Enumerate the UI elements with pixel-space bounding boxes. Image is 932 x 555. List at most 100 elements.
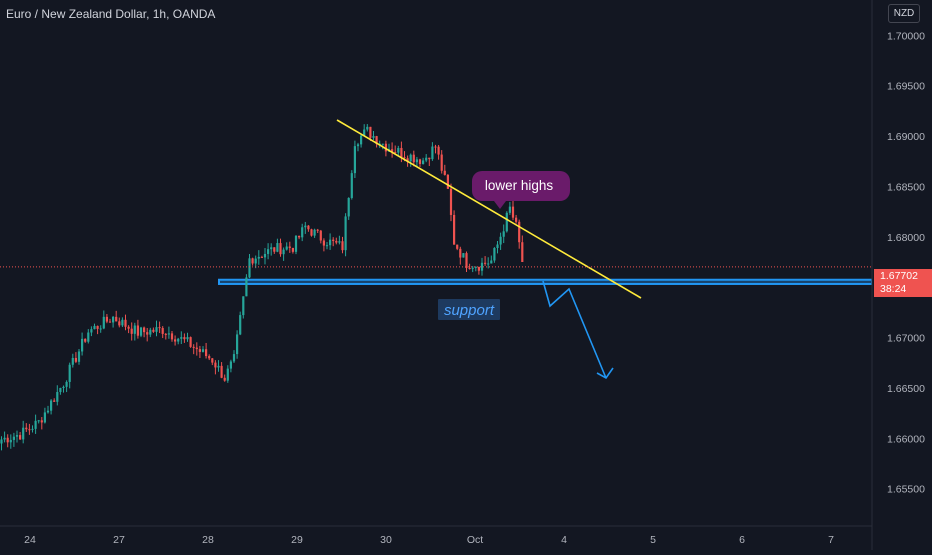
candle-body xyxy=(316,229,319,231)
candle-body xyxy=(329,239,332,246)
candle-body xyxy=(164,333,167,335)
candle-body xyxy=(440,154,443,171)
candle-body xyxy=(341,241,344,251)
candle-body xyxy=(6,437,9,443)
candle-body xyxy=(384,143,387,152)
last-price-value: 1.67702 xyxy=(880,270,918,282)
candle-body xyxy=(474,266,477,268)
candle-body xyxy=(480,262,484,271)
candle-body xyxy=(242,296,245,316)
candle-body xyxy=(124,319,127,327)
candle-body xyxy=(453,214,456,245)
x-tick-label: 30 xyxy=(380,534,392,546)
candle-body xyxy=(462,253,465,258)
candle-body xyxy=(226,368,229,381)
candle-body xyxy=(170,333,174,340)
candle-body xyxy=(133,325,136,334)
x-tick-label: 4 xyxy=(561,534,567,546)
candle-body xyxy=(236,334,239,355)
x-tick-label: 7 xyxy=(828,534,834,546)
candle-body xyxy=(214,362,217,368)
candle-body xyxy=(53,400,56,402)
candle-body xyxy=(152,329,155,332)
candle-body xyxy=(406,158,409,162)
candle-body xyxy=(515,217,518,222)
candle-body xyxy=(208,356,211,359)
y-tick-label: 1.67000 xyxy=(887,333,925,345)
candle-body xyxy=(15,435,19,437)
candle-body xyxy=(360,135,363,145)
x-tick-label: 24 xyxy=(24,534,36,546)
currency-button[interactable]: NZD xyxy=(888,4,920,23)
candle-body xyxy=(431,146,434,160)
candle-body xyxy=(56,392,59,402)
x-tick-label: Oct xyxy=(467,534,483,546)
candle-body xyxy=(344,216,347,251)
candle-body xyxy=(158,327,161,329)
candle-body xyxy=(294,235,298,252)
candle-body xyxy=(9,439,12,443)
candle-body xyxy=(146,332,149,335)
candle-body xyxy=(31,428,34,430)
candle-body xyxy=(298,235,301,238)
candle-body xyxy=(130,328,133,334)
candle-body xyxy=(232,354,236,362)
y-tick-label: 1.69000 xyxy=(887,131,925,143)
candle-body xyxy=(248,258,251,278)
candle-body xyxy=(381,143,384,145)
candle-body xyxy=(369,126,372,138)
candle-body xyxy=(12,436,15,440)
candle-body xyxy=(279,243,282,255)
candle-body xyxy=(149,329,152,335)
candle-body xyxy=(22,427,25,440)
candle-body xyxy=(422,160,425,164)
candle-body xyxy=(189,337,192,347)
candle-body xyxy=(319,230,322,241)
candle-body xyxy=(437,146,440,155)
candle-body xyxy=(428,157,431,160)
candle-body xyxy=(195,347,198,350)
candle-body xyxy=(260,256,263,258)
candle-body xyxy=(161,328,164,334)
candle-body xyxy=(487,263,490,265)
candle-body xyxy=(74,357,77,362)
candle-body xyxy=(25,427,28,430)
candle-body xyxy=(186,337,189,340)
candle-body xyxy=(434,146,437,148)
candle-body xyxy=(291,247,294,252)
candle-body xyxy=(19,435,22,440)
candle-body xyxy=(211,358,214,363)
x-tick-label: 6 xyxy=(739,534,745,546)
candle-body xyxy=(96,325,99,329)
candle-body xyxy=(508,206,511,213)
candle-body xyxy=(375,136,378,144)
lower-highs-callout xyxy=(472,171,570,209)
candle-body xyxy=(322,240,325,246)
candle-body xyxy=(418,159,422,164)
candle-body xyxy=(28,429,31,431)
candle-body xyxy=(99,328,102,330)
y-tick-label: 1.70000 xyxy=(887,30,925,42)
candle-body xyxy=(71,357,74,365)
candle-body xyxy=(477,266,480,271)
y-tick-label: 1.68000 xyxy=(887,232,925,244)
candle-body xyxy=(239,315,242,335)
candle-body xyxy=(46,410,50,413)
candle-body xyxy=(335,240,338,243)
candle-body xyxy=(325,245,329,247)
projection-arrow xyxy=(542,280,607,379)
candle-body xyxy=(356,144,360,147)
candle-body xyxy=(446,174,449,189)
candle-body xyxy=(59,387,62,393)
candle-body xyxy=(521,242,524,262)
candle-body xyxy=(363,129,366,136)
x-tick-label: 5 xyxy=(650,534,656,546)
candle-body xyxy=(177,338,180,342)
candle-body xyxy=(518,221,521,243)
candle-body xyxy=(282,249,285,255)
candle-body xyxy=(400,147,403,158)
candle-body xyxy=(304,225,307,228)
candle-body xyxy=(68,364,71,382)
